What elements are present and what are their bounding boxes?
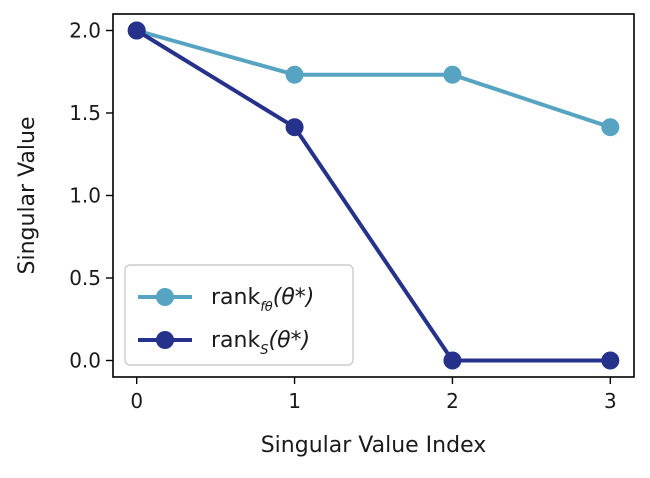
series-2-point: [601, 351, 620, 370]
y-tick-label: 1.0: [69, 184, 101, 208]
y-tick-label: 0.5: [69, 266, 101, 290]
x-tick-label: 0: [130, 389, 143, 413]
x-tick-label: 3: [604, 389, 617, 413]
y-axis-label: Singular Value: [15, 117, 40, 275]
x-axis: 0 1 2 3: [130, 377, 617, 413]
legend-marker-series-2: [156, 331, 174, 349]
y-tick-label: 1.5: [69, 101, 101, 125]
series-1-point: [443, 65, 462, 84]
series-2-point: [285, 118, 304, 137]
legend-marker-series-1: [156, 288, 174, 306]
series-2-point: [127, 21, 146, 40]
series-2-line: [135, 28, 611, 363]
y-axis: 0.0 0.5 1.0 1.5 2.0: [69, 19, 113, 373]
series-1-point: [601, 118, 620, 137]
series-2-point: [443, 351, 462, 370]
x-tick-label: 2: [446, 389, 459, 413]
y-tick-label: 2.0: [69, 19, 101, 43]
legend: rankfθ(θ*) rankS(θ*): [124, 264, 354, 366]
legend-label-series-2: rankS(θ*): [211, 328, 310, 358]
x-axis-label: Singular Value Index: [261, 433, 487, 458]
x-tick-label: 1: [288, 389, 301, 413]
series-1-point: [285, 65, 304, 84]
legend-label-series-1: rankfθ(θ*): [211, 285, 314, 315]
series-1-line: [136, 28, 611, 130]
y-tick-label: 0.0: [69, 349, 101, 373]
series-layer: [127, 21, 620, 370]
